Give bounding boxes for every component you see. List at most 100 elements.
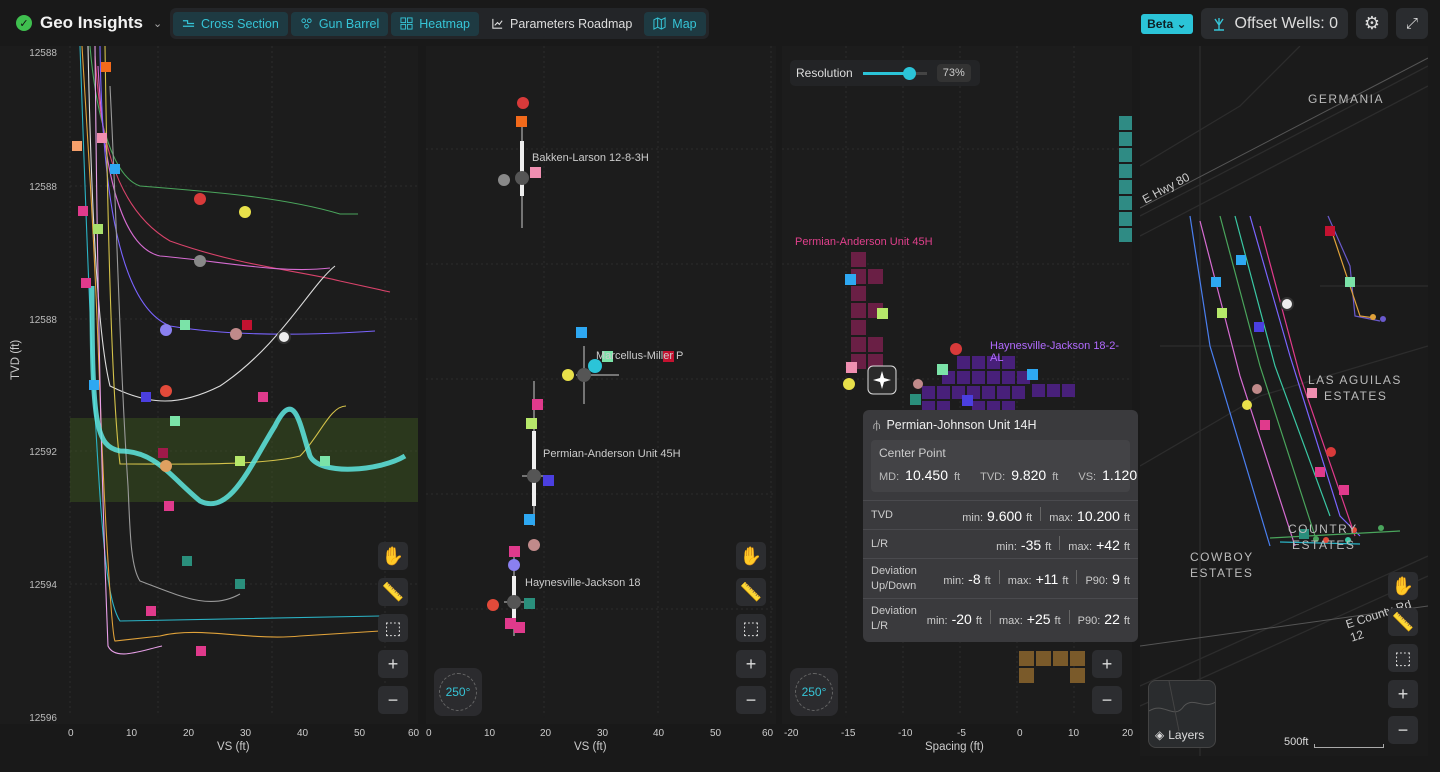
app-brand[interactable]: ✓ Geo Insights ⌄ xyxy=(16,13,162,33)
unit: ft xyxy=(1123,575,1130,587)
tab-gun-barrel[interactable]: Gun Barrel xyxy=(290,11,389,36)
chevron-right-icon[interactable]: › xyxy=(16,354,20,368)
app-title: Geo Insights xyxy=(40,13,143,32)
p90-label: P90: xyxy=(1077,615,1101,627)
heatmap-plot[interactable] xyxy=(782,46,1132,724)
select-icon: ⬚ xyxy=(742,617,760,638)
chevron-down-icon[interactable]: ⌄ xyxy=(152,17,163,30)
x-tick: 20 xyxy=(1122,728,1134,739)
measure-button[interactable]: 📏 xyxy=(736,578,766,606)
svg-text:12588: 12588 xyxy=(29,182,57,193)
svg-text:12592: 12592 xyxy=(29,447,57,458)
compass-widget[interactable]: 250° xyxy=(434,668,482,716)
top-bar: ✓ Geo Insights ⌄ Cross Section Gun Barre… xyxy=(0,0,1440,46)
zoom-out-button[interactable]: − xyxy=(378,686,408,714)
status-check-icon: ✓ xyxy=(16,15,32,31)
x-tick: 10 xyxy=(484,728,496,739)
plus-icon: + xyxy=(745,653,757,674)
resolution-knob[interactable] xyxy=(903,66,917,80)
cross-section-icon xyxy=(182,20,195,27)
hand-icon: ✋ xyxy=(739,545,763,566)
zoom-in-button[interactable]: + xyxy=(1388,680,1418,708)
chevron-down-icon: ⌄ xyxy=(1176,16,1187,31)
x-tick: -20 xyxy=(784,728,799,739)
tvd-label: TVD: xyxy=(980,471,1006,483)
resolution-slider[interactable] xyxy=(862,66,927,80)
svg-text:12596: 12596 xyxy=(29,713,57,724)
svg-text:12588: 12588 xyxy=(29,315,57,326)
x-tick: 10 xyxy=(126,728,138,739)
map-place-label: GERMANIA xyxy=(1308,92,1385,106)
x-tick: -10 xyxy=(898,728,913,739)
measure-button[interactable]: 📏 xyxy=(1388,608,1418,636)
gun-barrel-plot[interactable] xyxy=(426,46,776,724)
minus-icon: − xyxy=(387,689,399,710)
resolution-value: 73% xyxy=(936,64,971,82)
panel2-tools: ✋ 📏 ⬚ + − xyxy=(736,542,766,714)
map-place-label: ESTATES xyxy=(1190,566,1254,580)
compass-widget[interactable]: 250° xyxy=(790,668,838,716)
zoom-in-button[interactable]: + xyxy=(736,650,766,678)
tab-heatmap[interactable]: Heatmap xyxy=(391,11,479,36)
select-button[interactable]: ⬚ xyxy=(1388,644,1418,672)
well-icon xyxy=(1213,17,1224,31)
md-label: MD: xyxy=(879,471,900,483)
beta-dropdown[interactable]: Beta ⌄ xyxy=(1141,13,1193,34)
unit: ft xyxy=(1052,471,1059,483)
map-place-label: LAS AGUILAS xyxy=(1308,373,1402,387)
center-point-label: Center Point xyxy=(879,446,946,460)
unit: ft xyxy=(1123,540,1130,553)
row-label: Deviation xyxy=(871,604,917,617)
select-button[interactable]: ⬚ xyxy=(378,614,408,642)
pan-button[interactable]: ✋ xyxy=(736,542,766,570)
x-tick: 20 xyxy=(183,728,195,739)
gun-barrel-icon xyxy=(301,18,312,29)
max-value: +25 xyxy=(1026,611,1051,627)
x-tick: 40 xyxy=(653,728,665,739)
panel1-tools: ✋ 📏 ⬚ + − xyxy=(378,542,408,714)
measure-button[interactable]: 📏 xyxy=(378,578,408,606)
layers-icon: ◈ xyxy=(1155,728,1165,742)
pan-button[interactable]: ✋ xyxy=(1388,572,1418,600)
zoom-out-button[interactable]: − xyxy=(1092,686,1122,714)
map-scale: 500ft xyxy=(1284,736,1384,748)
zoom-in-button[interactable]: + xyxy=(378,650,408,678)
deviation-lr-row: Deviation L/R min: -20 ft max: +25 ft P90: 22 ft xyxy=(863,598,1138,638)
p90-value: 9 xyxy=(1112,571,1120,587)
min-value: -8 xyxy=(968,571,981,587)
md-value: 10.450 xyxy=(905,467,948,483)
settings-button[interactable]: ⚙ xyxy=(1356,8,1388,39)
zoom-in-button[interactable]: + xyxy=(1092,650,1122,678)
tab-parameters-roadmap[interactable]: Parameters Roadmap xyxy=(482,12,641,36)
row-label: TVD xyxy=(871,509,893,521)
offset-wells-button[interactable]: Offset Wells: 0 xyxy=(1200,8,1348,39)
max-value: +11 xyxy=(1035,571,1059,587)
well-label: Permian-Anderson Unit 45H xyxy=(795,236,933,248)
tab-map[interactable]: Map xyxy=(644,11,706,36)
fullscreen-button[interactable]: ⤢ xyxy=(1396,8,1428,39)
tab-cross-section[interactable]: Cross Section xyxy=(173,11,288,36)
x-axis-label: VS (ft) xyxy=(217,741,250,753)
map-canvas[interactable] xyxy=(1140,46,1428,756)
unit: ft xyxy=(975,615,982,627)
select-icon: ⬚ xyxy=(384,617,402,638)
layers-button[interactable]: ◈ Layers xyxy=(1148,680,1216,748)
select-button[interactable]: ⬚ xyxy=(736,614,766,642)
minus-icon: − xyxy=(1397,719,1409,740)
tooltip-title: Permian-Johnson Unit 14H xyxy=(886,418,1037,432)
zoom-out-button[interactable]: − xyxy=(1388,716,1418,744)
well-markers xyxy=(72,62,330,656)
plus-icon: + xyxy=(387,653,399,674)
tab-label: Heatmap xyxy=(419,16,470,31)
x-tick: 0 xyxy=(1017,728,1023,739)
compass-value: 250° xyxy=(439,673,477,711)
zoom-out-button[interactable]: − xyxy=(736,686,766,714)
x-tick: 30 xyxy=(240,728,252,739)
x-tick: 40 xyxy=(297,728,309,739)
svg-text:12594: 12594 xyxy=(29,580,57,591)
well-label: Marcellus-Miller P xyxy=(596,350,684,362)
unit: ft xyxy=(1045,540,1052,553)
pan-button[interactable]: ✋ xyxy=(378,542,408,570)
max-label: max: xyxy=(1068,540,1093,553)
